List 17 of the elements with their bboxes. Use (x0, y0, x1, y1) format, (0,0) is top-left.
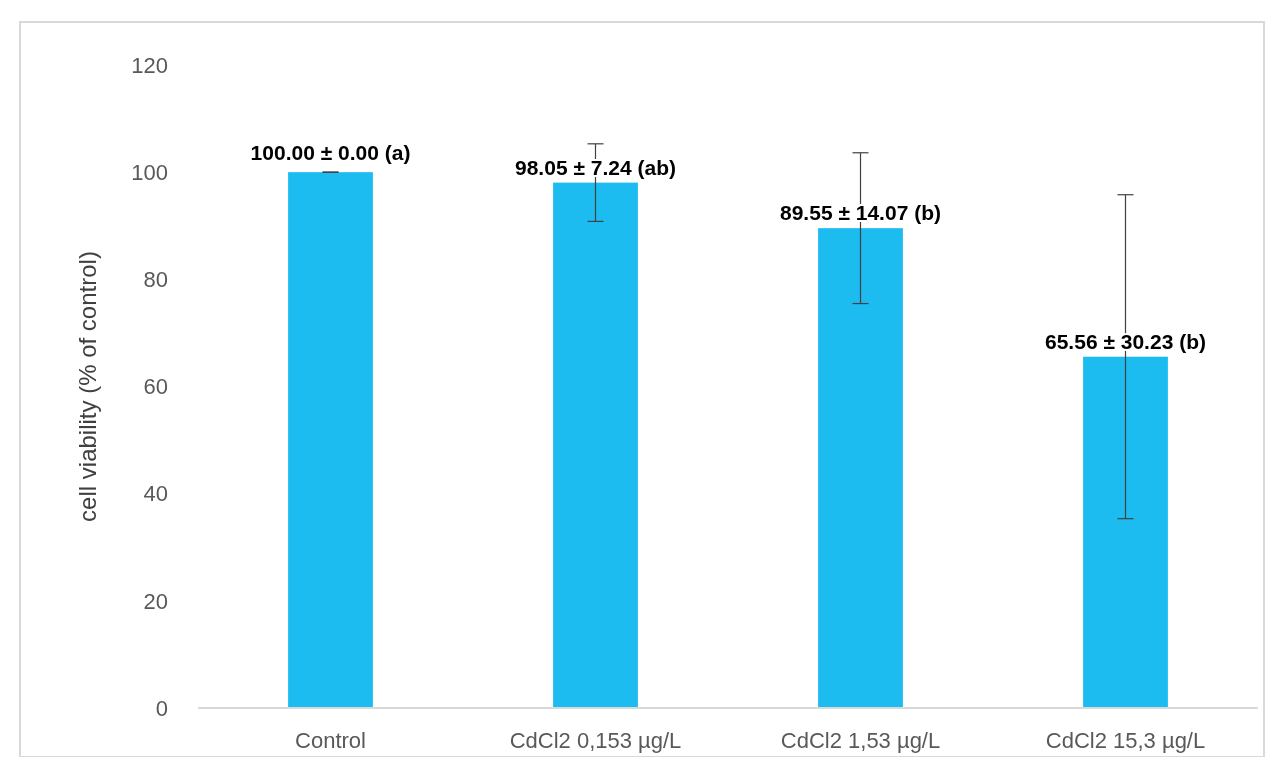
y-tick-label: 80 (143, 267, 168, 293)
bar (1083, 356, 1168, 708)
y-tick-label: 60 (143, 374, 168, 400)
y-tick-label: 20 (143, 588, 168, 614)
bar (553, 182, 638, 708)
x-tick-label: CdCl2 1,53 µg/L (780, 728, 941, 753)
bar (818, 228, 903, 708)
x-tick-label: Control (295, 728, 366, 753)
y-tick-label: 0 (155, 695, 168, 721)
x-tick-label: CdCl2 0,153 µg/L (509, 728, 682, 753)
y-tick-label: 40 (143, 481, 168, 507)
bar (288, 172, 373, 708)
y-tick-label: 120 (131, 52, 168, 78)
data-label: 100.00 ± 0.00 (a) (250, 141, 411, 165)
x-tick-label: CdCl2 15,3 µg/L (1045, 728, 1206, 753)
y-axis-title: cell viability (% of control) (74, 251, 101, 522)
y-tick-label: 100 (131, 159, 168, 185)
